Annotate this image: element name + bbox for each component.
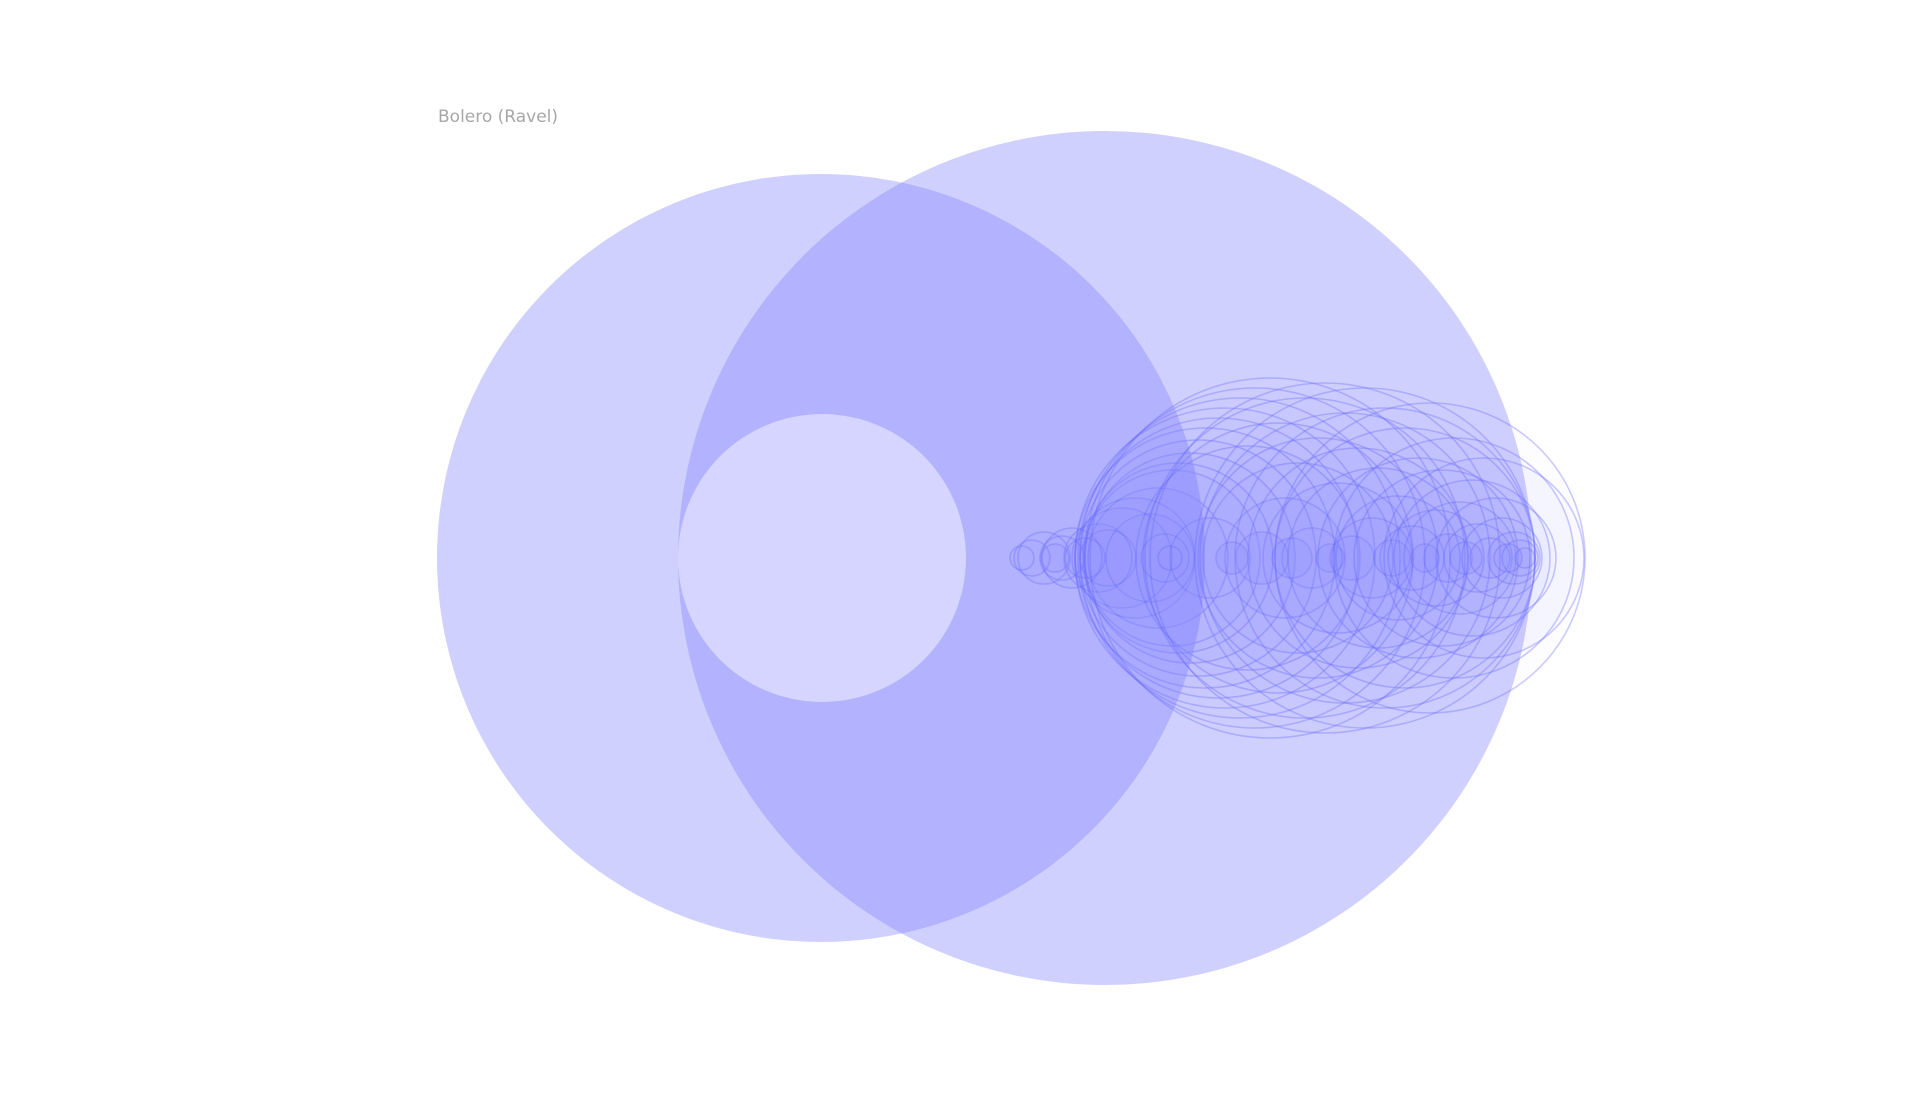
- arc-circle-23: [1074, 407, 1376, 709]
- arc-circle-56: [1423, 533, 1473, 583]
- inner-circle: [678, 414, 966, 702]
- arc-circle-60: [1393, 479, 1551, 637]
- arc-circle-38: [1315, 543, 1345, 573]
- arc-circle-68: [1501, 539, 1539, 577]
- arc-circle-1: [1009, 545, 1035, 571]
- arc-circle-16: [1083, 469, 1261, 647]
- arc-circle-4: [1040, 543, 1070, 573]
- arc-circle-10: [1071, 507, 1173, 609]
- arc-circle-26: [1135, 445, 1361, 671]
- arc-circle-49: [1274, 427, 1536, 689]
- arc-circle-7: [1064, 537, 1106, 579]
- arc-circle-15: [1157, 545, 1183, 571]
- arc-circle-53: [1274, 402, 1586, 714]
- large-circle-left: [437, 174, 1205, 942]
- arc-circle-8: [1063, 523, 1133, 593]
- arc-circle-34: [1144, 397, 1466, 719]
- arc-circle-9: [1079, 529, 1137, 587]
- arc-circle-63: [1469, 537, 1511, 579]
- arc-circle-66: [1493, 543, 1523, 573]
- small-circles: [1009, 377, 1586, 739]
- arc-circle-67: [1487, 531, 1541, 585]
- arc-circle-44: [1331, 517, 1413, 599]
- arc-circle-6: [1041, 527, 1103, 589]
- arc-circle-64: [1435, 497, 1557, 619]
- arc-circle-50: [1379, 525, 1445, 591]
- arc-circle-22: [1077, 417, 1359, 699]
- arc-circle-39: [1262, 482, 1414, 634]
- arc-circle-43: [1194, 387, 1536, 729]
- arc-circle-37: [1149, 382, 1501, 734]
- arc-circle-59: [1449, 541, 1483, 575]
- arc-circle-27: [1084, 387, 1426, 729]
- arc-circle-3: [1017, 531, 1071, 585]
- arc-circle-11: [1074, 497, 1196, 619]
- arc-circle-46: [1234, 407, 1536, 709]
- arc-circle-69: [1514, 547, 1536, 569]
- arc-circle-17: [1082, 462, 1274, 654]
- arc-circle-40: [1199, 412, 1491, 704]
- arc-circle-21: [1169, 517, 1251, 599]
- arc-circle-31: [1224, 497, 1346, 619]
- arc-circle-51: [1317, 457, 1519, 659]
- arc-circle-54: [1387, 509, 1485, 607]
- arc-circle-18: [1084, 452, 1296, 664]
- arc-circle-2: [1013, 539, 1051, 577]
- arc-circle-45: [1287, 467, 1469, 649]
- arc-circle-52: [1410, 543, 1440, 573]
- arc-circle-48: [1335, 495, 1461, 621]
- arc-circle-58: [1403, 501, 1517, 615]
- arc-circle-61: [1443, 523, 1513, 593]
- arc-circle-5: [1039, 535, 1085, 581]
- arc-circle-41: [1329, 535, 1375, 581]
- diagram-title: Bolero (Ravel): [438, 107, 559, 127]
- arc-circle-19: [1079, 439, 1317, 677]
- arc-circle-30: [1142, 422, 1414, 694]
- arc-circle-57: [1333, 437, 1575, 679]
- arc-circle-35: [1281, 527, 1343, 589]
- arc-circle-24: [1215, 541, 1249, 575]
- arc-circle-47: [1373, 539, 1411, 577]
- arc-circle-13: [1087, 487, 1229, 629]
- arc-circle-14: [1140, 533, 1190, 583]
- arc-circle-42: [1247, 447, 1469, 669]
- arc-circle-25: [1079, 397, 1401, 719]
- large-circle-right: [678, 131, 1532, 985]
- arc-circle-29: [1089, 377, 1451, 739]
- large-circles: [437, 131, 1532, 985]
- arc-circle-28: [1235, 531, 1289, 585]
- arc-circle-20: [1074, 427, 1336, 689]
- arc-circle-62: [1383, 457, 1585, 659]
- arc-circle-33: [1202, 462, 1394, 654]
- arc-circle-36: [1197, 437, 1439, 679]
- arc-circle-65: [1461, 517, 1543, 599]
- arc-circle-32: [1271, 537, 1313, 579]
- arc-circle-55: [1353, 469, 1531, 647]
- arc-circle-12: [1105, 513, 1195, 603]
